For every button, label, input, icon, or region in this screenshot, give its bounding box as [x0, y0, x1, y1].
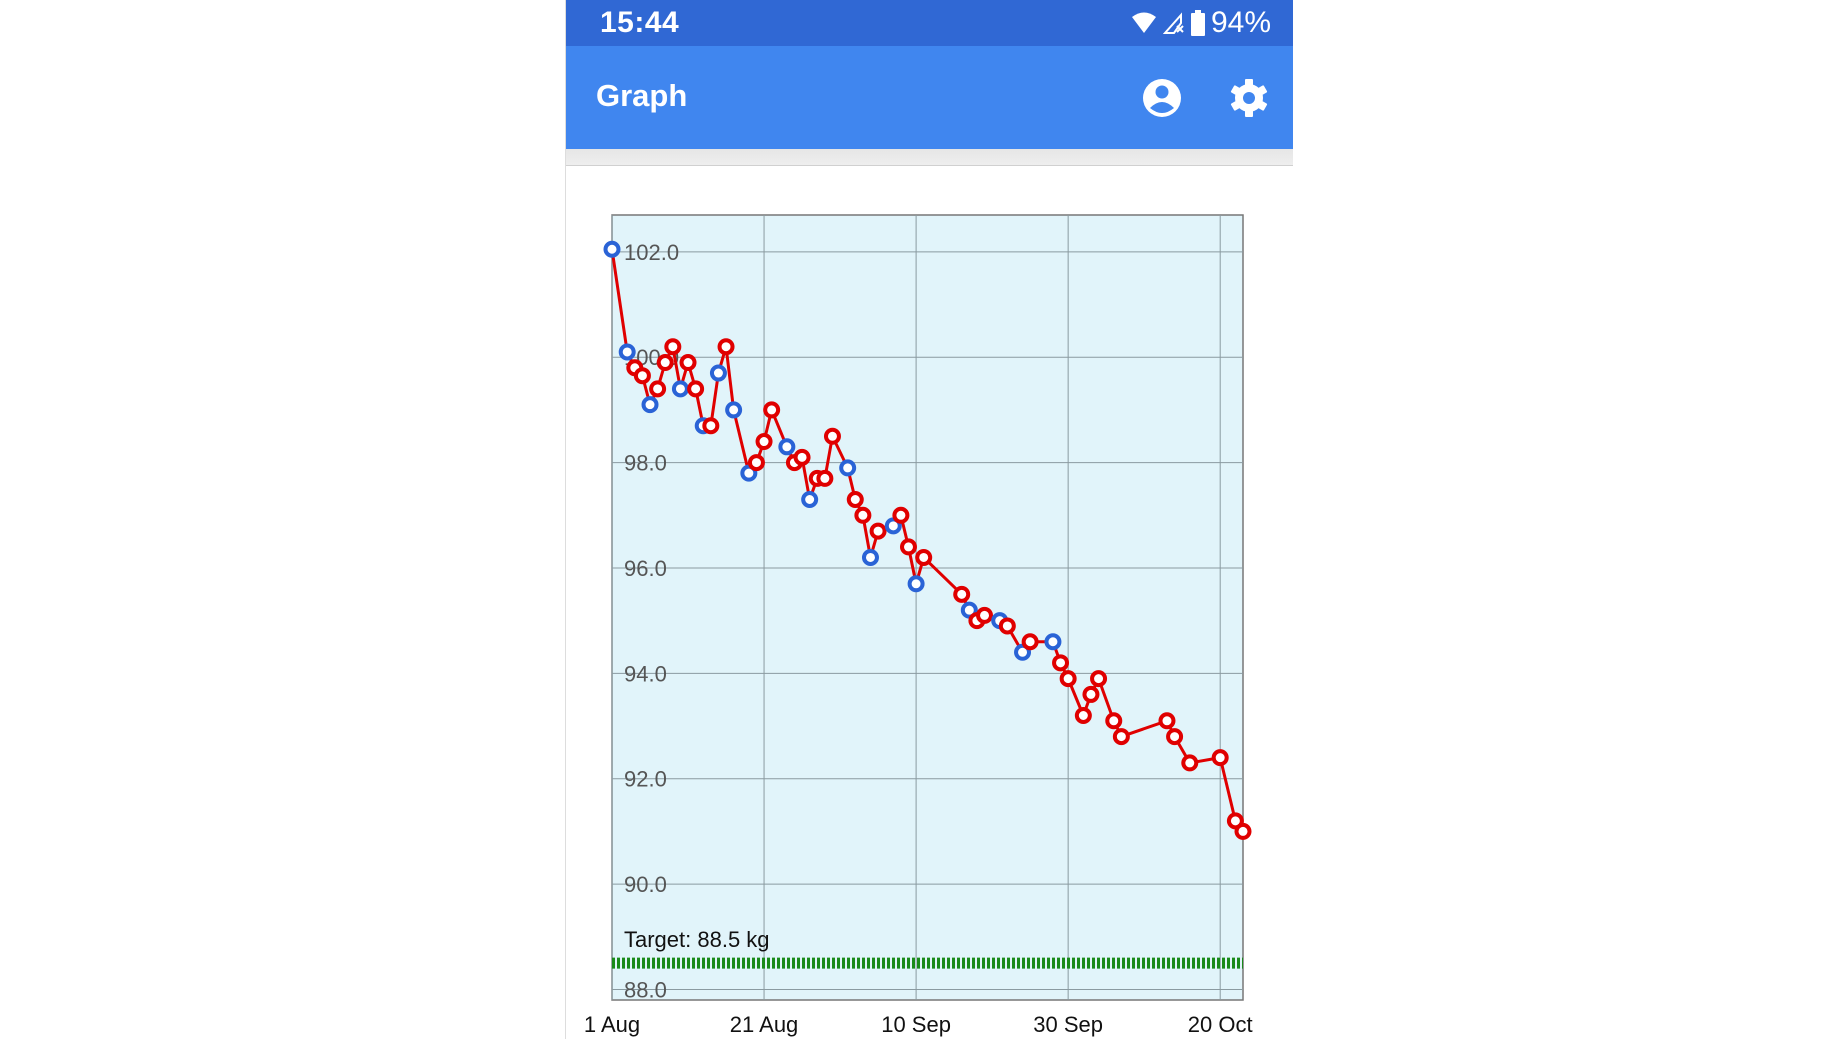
data-point	[899, 538, 917, 556]
data-point	[664, 338, 682, 356]
data-point	[1044, 633, 1062, 651]
data-point	[1158, 712, 1176, 730]
data-point	[907, 575, 925, 593]
data-point	[656, 354, 674, 372]
data-point	[763, 401, 781, 419]
data-point	[603, 240, 621, 258]
settings-button[interactable]	[1227, 76, 1271, 120]
x-tick-label: 21 Aug	[730, 1012, 799, 1037]
data-point	[1082, 685, 1100, 703]
data-point	[1181, 754, 1199, 772]
data-point	[1052, 654, 1070, 672]
status-icons: 94%	[1131, 6, 1271, 40]
data-point	[915, 548, 933, 566]
data-point	[725, 401, 743, 419]
battery-percent: 94%	[1210, 6, 1271, 39]
data-point	[747, 454, 765, 472]
x-tick-label: 10 Sep	[881, 1012, 951, 1037]
data-point	[755, 433, 773, 451]
account-icon	[1143, 79, 1181, 117]
x-tick-label: 20 Oct	[1188, 1012, 1253, 1037]
data-point	[953, 585, 971, 603]
data-point	[1074, 707, 1092, 725]
target-label: Target: 88.5 kg	[624, 927, 770, 952]
app-bar: Graph	[566, 46, 1293, 149]
data-point	[702, 417, 720, 435]
clock: 15:44	[600, 6, 680, 39]
data-point	[1211, 749, 1229, 767]
data-point	[1059, 670, 1077, 688]
data-point	[1112, 728, 1130, 746]
y-tick-label: 96.0	[624, 556, 667, 581]
data-point	[679, 354, 697, 372]
x-tick-label: 1 Aug	[584, 1012, 640, 1037]
data-point	[717, 338, 735, 356]
data-point	[801, 490, 819, 508]
plot-area	[611, 214, 1244, 1001]
y-tick-label: 98.0	[624, 451, 667, 476]
data-point	[1021, 633, 1039, 651]
data-point	[846, 490, 864, 508]
settings-icon	[1230, 79, 1268, 117]
data-point	[671, 380, 689, 398]
x-tick-label: 30 Sep	[1033, 1012, 1103, 1037]
data-point	[1090, 670, 1108, 688]
data-point	[976, 606, 994, 624]
data-point	[998, 617, 1016, 635]
no-signal-icon	[1162, 12, 1184, 34]
data-point	[892, 506, 910, 524]
data-point	[709, 364, 727, 382]
app-bar-shadow	[566, 149, 1293, 166]
data-point	[1105, 712, 1123, 730]
data-point	[854, 506, 872, 524]
y-tick-label: 102.0	[624, 240, 679, 265]
data-point	[1234, 822, 1252, 840]
data-point	[778, 438, 796, 456]
data-point	[1166, 728, 1184, 746]
data-point	[861, 548, 879, 566]
data-point	[641, 396, 659, 414]
wifi-icon	[1131, 12, 1156, 33]
status-bar: 15:44 94%	[566, 0, 1293, 46]
battery-icon	[1190, 10, 1205, 36]
y-tick-label: 88.0	[624, 977, 667, 1002]
data-point	[869, 522, 887, 540]
data-point	[823, 427, 841, 445]
y-tick-label: 94.0	[624, 661, 667, 686]
data-point	[618, 343, 636, 361]
data-point	[839, 459, 857, 477]
y-tick-label: 92.0	[624, 767, 667, 792]
data-point	[649, 380, 667, 398]
data-point	[687, 380, 705, 398]
y-tick-label: 90.0	[624, 872, 667, 897]
data-point	[816, 469, 834, 487]
account-button[interactable]	[1140, 76, 1184, 120]
data-point	[793, 448, 811, 466]
data-point	[633, 367, 651, 385]
page-title: Graph	[596, 78, 688, 113]
